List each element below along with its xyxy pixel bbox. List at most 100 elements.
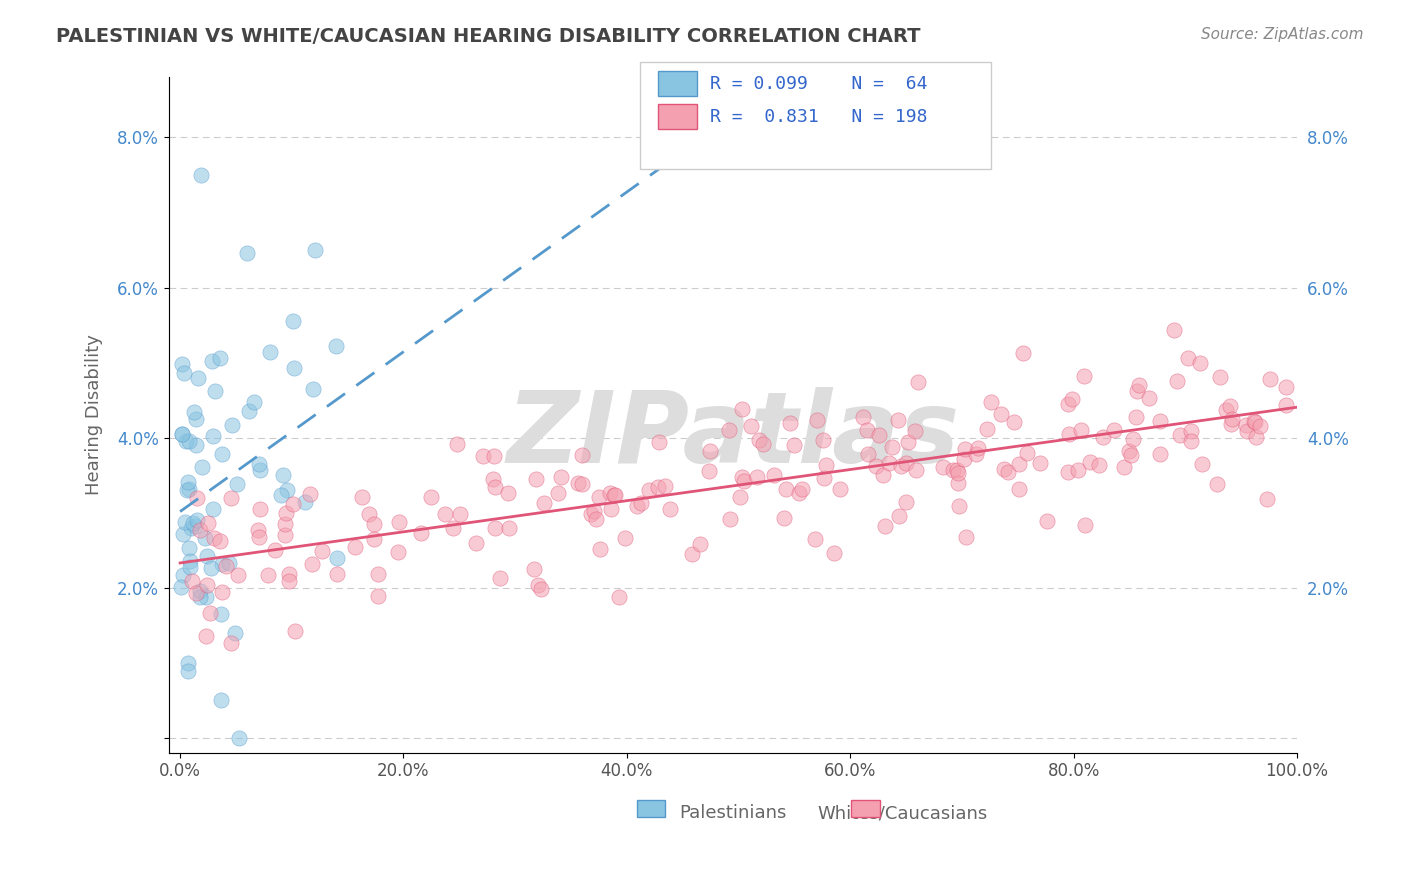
Point xyxy=(748,433,770,447)
Point xyxy=(176,656,198,670)
Point xyxy=(304,243,326,257)
Point xyxy=(588,541,610,556)
Point xyxy=(274,516,297,531)
Point xyxy=(243,394,266,409)
Text: ZIPatlas: ZIPatlas xyxy=(506,387,959,483)
Point xyxy=(283,360,305,375)
Point xyxy=(186,438,208,452)
Point xyxy=(1074,518,1097,533)
Point xyxy=(953,451,976,466)
Point xyxy=(967,441,990,455)
Point xyxy=(325,339,347,353)
Point xyxy=(190,168,212,182)
Point xyxy=(209,693,232,707)
Point xyxy=(236,245,259,260)
Point xyxy=(689,536,711,550)
Point xyxy=(246,524,269,538)
Point xyxy=(852,409,875,424)
Point xyxy=(176,664,198,678)
Point xyxy=(865,458,887,473)
Point xyxy=(1180,424,1202,438)
Point xyxy=(247,457,270,471)
Point xyxy=(343,541,366,555)
Point xyxy=(976,422,998,436)
Point xyxy=(191,459,214,474)
Point xyxy=(281,497,304,511)
Point xyxy=(1166,374,1188,388)
Point xyxy=(890,458,912,473)
Point xyxy=(1220,412,1243,426)
Point xyxy=(181,574,204,588)
Point xyxy=(524,472,547,486)
Point xyxy=(1215,403,1237,417)
Point xyxy=(1170,427,1192,442)
Point xyxy=(602,488,624,502)
Point xyxy=(1256,491,1278,506)
Point xyxy=(946,476,969,491)
Point xyxy=(942,463,965,477)
Point xyxy=(270,488,292,502)
Point xyxy=(1243,414,1265,428)
Point xyxy=(718,511,741,525)
Point xyxy=(868,427,890,442)
Point xyxy=(1249,419,1271,434)
Point xyxy=(1275,380,1298,394)
Point xyxy=(626,499,648,513)
Point xyxy=(172,358,194,372)
Point xyxy=(482,449,505,463)
Point xyxy=(1088,458,1111,472)
Point xyxy=(828,482,851,496)
Point xyxy=(180,520,202,534)
Point xyxy=(782,438,804,452)
Point xyxy=(879,456,901,470)
Point xyxy=(211,557,233,571)
Point xyxy=(1163,323,1185,337)
Point xyxy=(481,472,503,486)
Point xyxy=(271,468,294,483)
Point xyxy=(441,521,464,535)
Point xyxy=(228,731,250,745)
Point xyxy=(352,490,374,504)
Point xyxy=(471,449,494,463)
Point xyxy=(224,626,246,640)
Point xyxy=(526,578,548,592)
Point xyxy=(274,528,297,542)
Point xyxy=(1029,456,1052,470)
Point xyxy=(1275,398,1298,412)
FancyBboxPatch shape xyxy=(852,800,880,817)
Point xyxy=(533,496,555,510)
Point xyxy=(172,427,194,442)
Point xyxy=(980,395,1002,409)
Point xyxy=(886,412,908,426)
Point xyxy=(184,519,207,533)
Point xyxy=(856,447,879,461)
Point xyxy=(993,461,1015,475)
Point xyxy=(411,525,433,540)
Point xyxy=(880,441,903,455)
Point xyxy=(607,590,630,604)
Point xyxy=(249,463,271,477)
Point xyxy=(815,458,838,473)
FancyBboxPatch shape xyxy=(637,800,665,817)
Point xyxy=(637,483,659,498)
Point xyxy=(1119,448,1142,462)
Point xyxy=(226,568,249,582)
Point xyxy=(1149,414,1171,428)
Point xyxy=(1258,371,1281,385)
Y-axis label: Hearing Disability: Hearing Disability xyxy=(86,334,103,495)
Point xyxy=(367,589,389,603)
Point xyxy=(762,467,785,482)
Point xyxy=(484,480,506,494)
Point xyxy=(648,434,671,449)
Point xyxy=(277,566,299,581)
Point xyxy=(179,482,201,496)
Point xyxy=(221,417,243,432)
Point xyxy=(699,444,721,458)
Point xyxy=(1122,432,1144,446)
Point xyxy=(1070,424,1092,438)
Point xyxy=(1008,482,1031,496)
Point xyxy=(1036,514,1059,528)
Point xyxy=(1066,463,1088,477)
Point xyxy=(186,491,208,506)
Point xyxy=(419,490,441,504)
